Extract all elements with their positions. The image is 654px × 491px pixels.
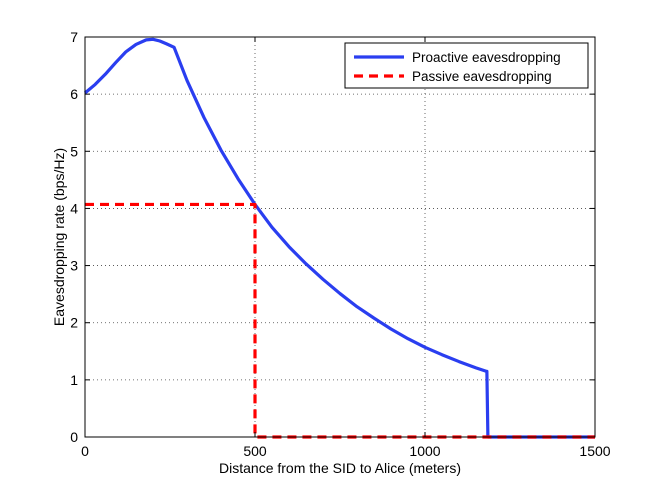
x-tick-label: 0 xyxy=(81,443,89,459)
x-tick-label: 500 xyxy=(243,443,267,459)
legend: Proactive eavesdropping Passive eavesdrop… xyxy=(344,42,589,89)
x-axis-label: Distance from the SID to Alice (meters) xyxy=(219,460,461,476)
y-tick-label: 1 xyxy=(70,372,78,388)
y-tick-label: 5 xyxy=(70,143,78,159)
plot-frame xyxy=(84,36,596,438)
legend-label: Passive eavesdropping xyxy=(412,69,552,84)
y-tick-label: 2 xyxy=(70,315,78,331)
y-axis-label: Eavesdropping rate (bps/Hz) xyxy=(51,148,67,326)
series-line-proactive xyxy=(83,37,595,439)
y-tick-label: 0 xyxy=(70,429,78,445)
legend-box xyxy=(344,42,589,89)
x-tick-label: 1500 xyxy=(579,443,610,459)
y-tick-label: 6 xyxy=(70,86,78,102)
y-tick-label: 4 xyxy=(70,200,78,216)
axis-ticks: 0 500 1000 1500 0 1 2 3 4 5 6 7 xyxy=(70,29,611,459)
y-tick-label: 7 xyxy=(70,29,78,45)
plot-area xyxy=(85,37,595,437)
y-tick-label: 3 xyxy=(70,258,78,274)
x-tick-label: 1000 xyxy=(409,443,440,459)
legend-label: Proactive eavesdropping xyxy=(412,50,561,65)
